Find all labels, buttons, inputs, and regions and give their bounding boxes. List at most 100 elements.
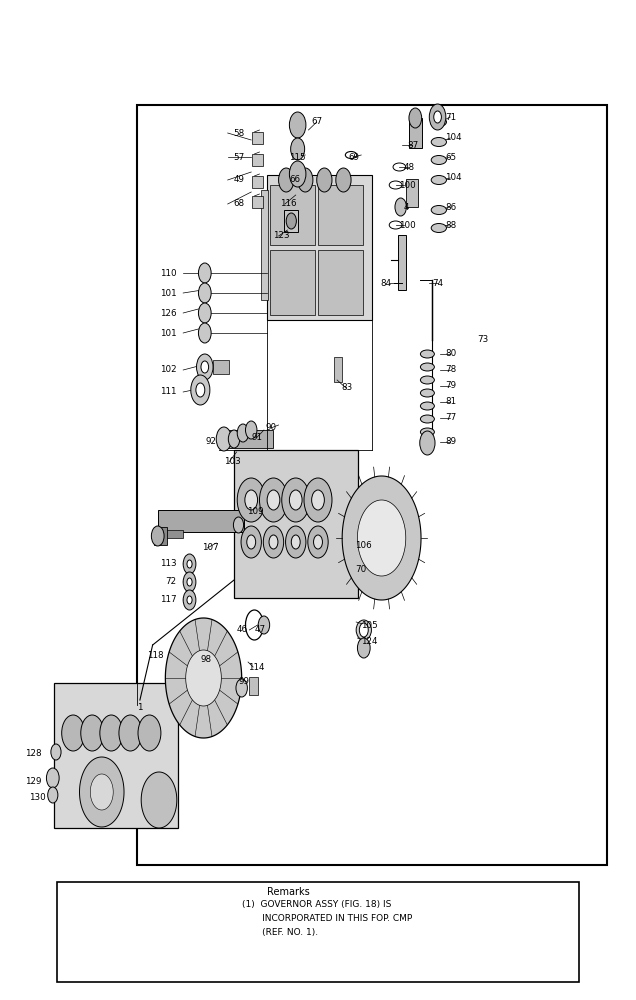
Text: 116: 116 [280, 200, 296, 209]
Circle shape [348, 517, 358, 533]
Circle shape [291, 138, 305, 160]
Text: 81: 81 [445, 397, 456, 406]
Text: 77: 77 [445, 414, 457, 422]
Bar [252, 176, 263, 188]
Text: 87: 87 [407, 140, 418, 149]
Text: 88: 88 [445, 222, 457, 231]
Circle shape [48, 787, 58, 803]
Circle shape [201, 361, 209, 373]
Circle shape [291, 535, 300, 549]
Text: 80: 80 [445, 350, 457, 359]
Bar [252, 196, 263, 208]
Text: 78: 78 [445, 365, 457, 374]
Circle shape [81, 715, 104, 751]
Bar [261, 190, 268, 300]
Bar [267, 175, 372, 320]
Circle shape [267, 490, 280, 510]
Text: 79: 79 [445, 381, 456, 390]
Ellipse shape [420, 376, 434, 384]
Circle shape [198, 323, 211, 343]
Circle shape [51, 744, 61, 760]
Text: Remarks: Remarks [267, 887, 310, 897]
Bar [154, 527, 167, 545]
Circle shape [247, 535, 256, 549]
Text: 130: 130 [29, 794, 46, 802]
Text: 100: 100 [399, 180, 416, 190]
Bar [170, 685, 196, 695]
Text: 101: 101 [160, 328, 177, 338]
Text: 74: 74 [432, 278, 443, 288]
Polygon shape [90, 774, 113, 810]
Circle shape [228, 430, 240, 448]
Circle shape [263, 526, 284, 558]
Circle shape [289, 161, 306, 187]
Text: 4: 4 [403, 202, 409, 212]
Circle shape [196, 383, 205, 397]
Text: 65: 65 [445, 152, 456, 161]
Bar [334, 357, 342, 382]
Text: 49: 49 [234, 176, 245, 184]
Circle shape [298, 168, 313, 192]
Circle shape [289, 490, 302, 510]
Bar [234, 450, 358, 598]
Circle shape [187, 578, 192, 586]
Circle shape [62, 715, 85, 751]
Circle shape [349, 535, 361, 553]
Text: 68: 68 [234, 200, 245, 209]
Text: 84: 84 [380, 278, 391, 288]
Circle shape [236, 679, 247, 697]
Circle shape [395, 198, 406, 216]
Circle shape [183, 590, 196, 610]
Circle shape [312, 490, 324, 510]
Bar [252, 132, 263, 144]
Text: 105: 105 [361, 620, 378, 630]
Text: 69: 69 [349, 152, 359, 161]
Ellipse shape [420, 428, 434, 436]
Bar [57, 882, 579, 982]
Text: 104: 104 [445, 174, 462, 182]
Ellipse shape [431, 176, 446, 184]
Circle shape [429, 104, 446, 130]
Circle shape [357, 638, 370, 658]
Circle shape [237, 424, 249, 442]
Circle shape [46, 768, 59, 788]
Circle shape [197, 354, 213, 380]
Text: 110: 110 [160, 268, 177, 277]
Text: 115: 115 [289, 152, 306, 161]
Bar [398, 235, 406, 290]
Text: (1)  GOVERNOR ASSY (FIG. 18) IS: (1) GOVERNOR ASSY (FIG. 18) IS [242, 900, 391, 909]
Circle shape [420, 431, 435, 455]
Bar [213, 360, 229, 374]
Text: 98: 98 [200, 656, 211, 664]
Circle shape [138, 715, 161, 751]
Text: 100: 100 [399, 221, 416, 230]
Text: 124: 124 [361, 638, 378, 647]
Circle shape [279, 168, 294, 192]
Circle shape [241, 526, 261, 558]
Ellipse shape [431, 137, 446, 146]
Circle shape [100, 715, 123, 751]
Text: 126: 126 [160, 308, 177, 318]
Circle shape [183, 572, 196, 592]
Circle shape [314, 535, 322, 549]
Text: 71: 71 [445, 112, 456, 121]
Text: 118: 118 [148, 650, 164, 660]
Text: 117: 117 [160, 595, 177, 604]
Text: 103: 103 [224, 458, 240, 466]
Text: 101: 101 [160, 288, 177, 298]
Ellipse shape [356, 620, 371, 640]
Polygon shape [80, 757, 124, 827]
Circle shape [409, 108, 422, 128]
Bar [270, 250, 315, 315]
Text: 107: 107 [202, 544, 219, 552]
Bar [54, 683, 178, 828]
Circle shape [289, 112, 306, 138]
Bar [137, 105, 607, 865]
Text: 111: 111 [160, 387, 177, 396]
Bar [406, 179, 418, 207]
Ellipse shape [420, 389, 434, 397]
Bar [158, 510, 244, 532]
Circle shape [286, 526, 306, 558]
Circle shape [187, 560, 192, 568]
Text: 1: 1 [137, 702, 142, 712]
